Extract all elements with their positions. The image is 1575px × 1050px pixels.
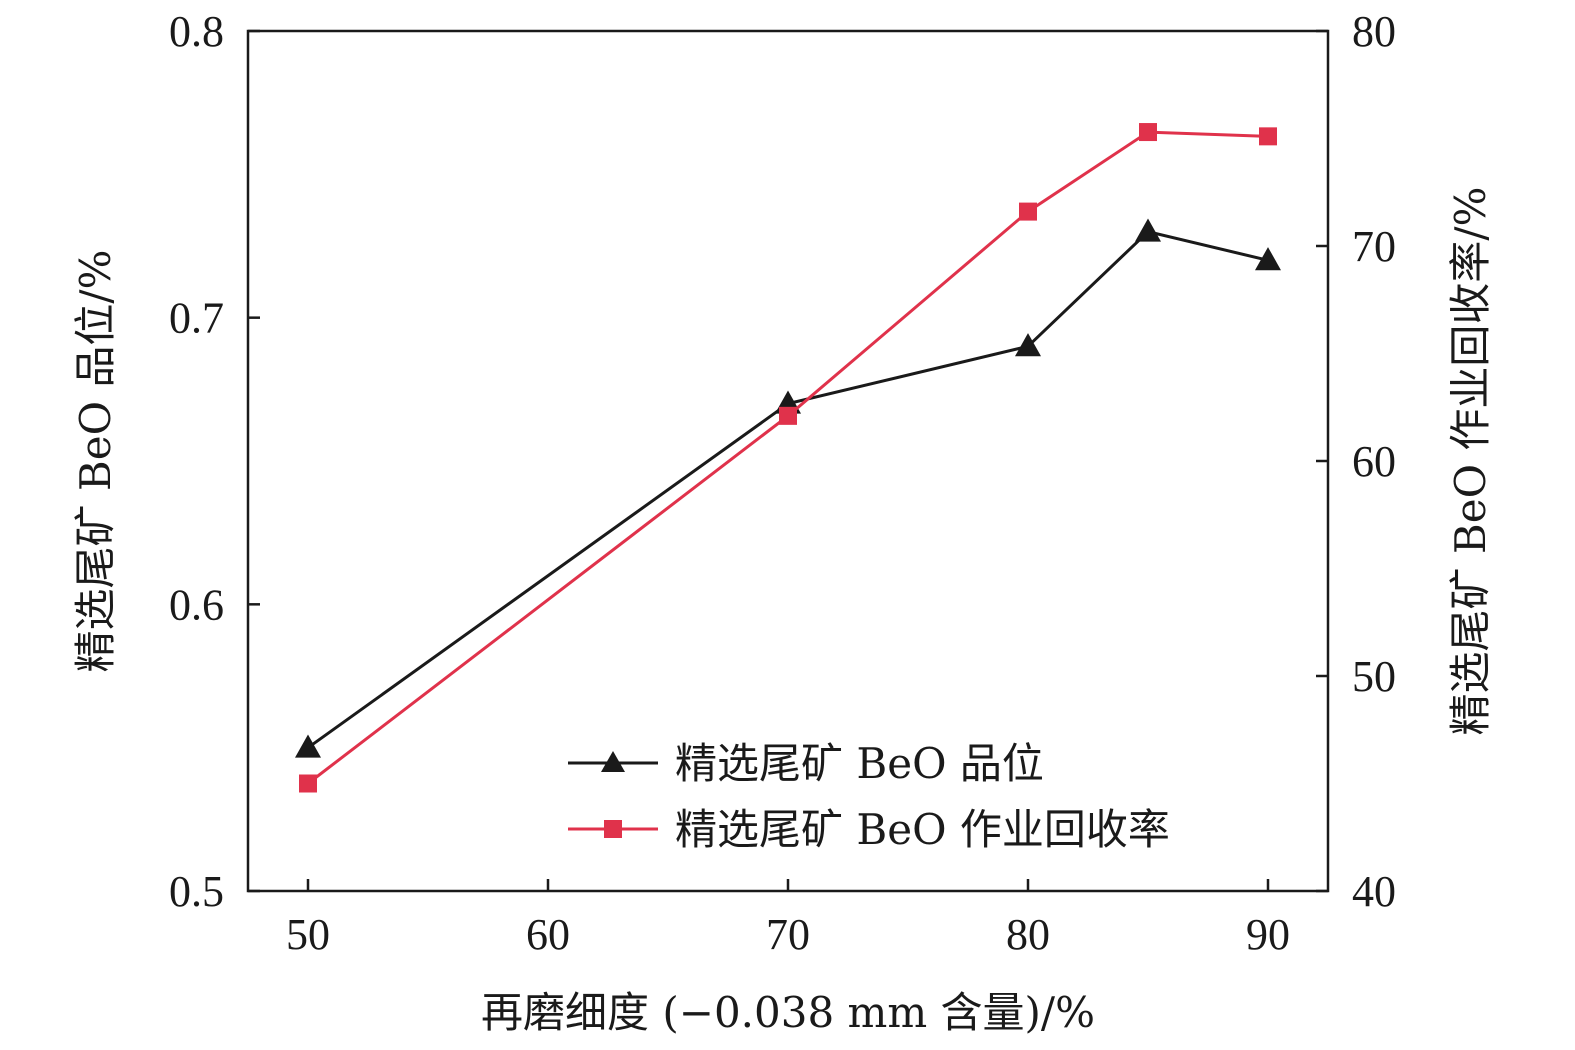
data-point-square [1259, 127, 1277, 146]
y-right-tick-label: 70 [1352, 222, 1396, 271]
x-axis-title: 再磨细度 (−0.038 mm 含量)/% [481, 988, 1095, 1037]
y-right-tick-label: 50 [1352, 652, 1396, 701]
x-axis: 50 60 70 80 90 [286, 879, 1290, 959]
y-right-tick-label: 40 [1352, 867, 1396, 916]
data-point-triangle [1015, 333, 1041, 357]
right-y-axis: 40 50 60 70 80 [1316, 7, 1396, 916]
x-tick-label: 80 [1006, 910, 1050, 959]
data-point-square [1139, 123, 1157, 142]
x-tick-label: 90 [1246, 910, 1290, 959]
series-layer [295, 123, 1281, 793]
right-y-axis-title: 精选尾矿 BeO 作业回收率/% [1446, 187, 1495, 736]
legend-label-recovery: 精选尾矿 BeO 作业回收率 [675, 805, 1170, 854]
x-tick-label: 60 [526, 910, 570, 959]
left-y-axis: 0.5 0.6 0.7 0.8 [169, 7, 260, 916]
x-tick-label: 70 [766, 910, 810, 959]
y-left-tick-label: 0.5 [169, 867, 224, 916]
y-left-tick-label: 0.8 [169, 7, 224, 56]
left-y-axis-title: 精选尾矿 BeO 品位/% [71, 250, 120, 673]
legend-triangle-marker [601, 751, 625, 772]
y-right-tick-label: 60 [1352, 437, 1396, 486]
y-left-tick-label: 0.7 [169, 294, 224, 343]
data-point-square [779, 406, 797, 425]
data-point-square [299, 774, 317, 793]
legend: 精选尾矿 BeO 品位 精选尾矿 BeO 作业回收率 [568, 739, 1170, 854]
data-point-square [1019, 202, 1037, 221]
x-tick-label: 50 [286, 910, 330, 959]
series-line-0 [307, 230, 1269, 749]
series-line-1 [307, 130, 1269, 785]
legend-label-grade: 精选尾矿 BeO 品位 [675, 739, 1044, 788]
y-left-tick-label: 0.6 [169, 580, 224, 629]
data-point-triangle [1135, 218, 1161, 242]
legend-square-marker [604, 820, 622, 838]
data-point-triangle [1255, 247, 1281, 271]
data-point-triangle [295, 734, 321, 758]
y-right-tick-label: 80 [1352, 7, 1396, 56]
